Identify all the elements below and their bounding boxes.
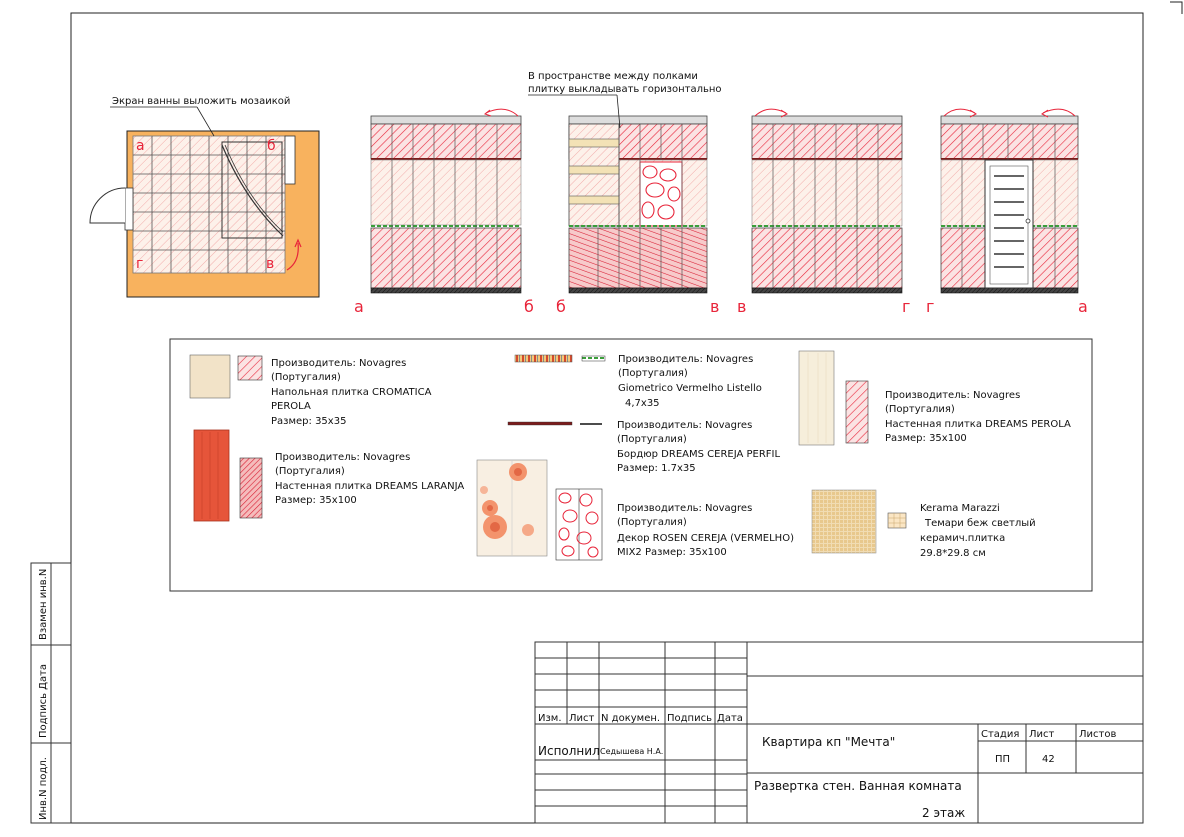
legend-listello-l2: (Португалия)	[618, 368, 688, 379]
legend-kerama-l1: Kerama Marazzi	[920, 503, 1000, 514]
stamp-podpis-data: Подпись Дата	[38, 664, 49, 738]
elev-letter-8: а	[1078, 297, 1088, 316]
elev-letter-4: в	[710, 297, 719, 316]
tb-ispolnil: Исполнил	[538, 744, 600, 758]
legend-laranja-l2: (Португалия)	[275, 466, 345, 477]
legend-laranja-l1: Производитель: Novagres	[275, 452, 410, 463]
legend-cromatica-l4: PEROLA	[271, 401, 311, 412]
swatch-listello-photo	[514, 354, 573, 363]
legend-rosen-l4: MIX2 Размер: 35x100	[617, 547, 727, 558]
plan-letter-a: а	[136, 138, 145, 154]
legend-perola-l3: Настенная плитка DREAMS PEROLA	[885, 419, 1071, 430]
floor-tile-grid	[133, 136, 285, 273]
legend-listello-l4: 4,7x35	[625, 398, 660, 409]
legend-kerama-l2: Темари беж светлый	[924, 518, 1036, 529]
swatch-cromatica-photo	[189, 354, 231, 399]
legend-perfil-l3: Бордюр DREAMS CEREJA PERFIL	[617, 449, 781, 460]
tb-list: Лист	[569, 713, 595, 724]
tb-sheet-title: Развертка стен. Ванная комната	[754, 779, 962, 793]
shelves-note-line2: плитку выкладывать горизонтально	[528, 84, 722, 95]
bath-screen-note: Экран ванны выложить мозаикой	[112, 96, 290, 107]
legend-listello-l1: Производитель: Novagres	[618, 354, 753, 365]
elevation-v-g	[751, 108, 903, 294]
tb-data: Дата	[717, 713, 743, 724]
tb-author: Седышева Н.А.	[600, 747, 663, 756]
legend-cromatica-l2: (Португалия)	[271, 372, 341, 383]
elevation-b-v	[528, 94, 708, 294]
plan-letter-g: г	[136, 256, 143, 272]
elev-letter-1: а	[354, 297, 364, 316]
elev-letter-6: г	[902, 297, 910, 316]
bathroom-plan	[89, 106, 320, 298]
legend-perola-l4: Размер: 35x100	[885, 433, 967, 444]
tb-floor: 2 этаж	[922, 806, 965, 820]
swatch-cromatica-hatch	[237, 355, 263, 381]
elev-letter-3: б	[556, 297, 566, 316]
tb-stage: ПП	[995, 754, 1010, 765]
legend-cromatica-l1: Производитель: Novagres	[271, 358, 406, 369]
stamp-inv-podl: Инв.N подл.	[38, 757, 49, 820]
legend-box	[169, 338, 1093, 592]
elev-letter-2: б	[524, 297, 534, 316]
legend-rosen-l2: (Португалия)	[617, 517, 687, 528]
legend-rosen-l3: Декор ROSEN CEREJA (VERMELHO)	[617, 533, 794, 544]
legend-kerama-l3: керамич.плитка	[920, 533, 1005, 544]
plan-letter-v: в	[266, 256, 274, 272]
tb-project: Квартира кп "Мечта"	[762, 735, 895, 749]
legend-laranja-l4: Размер: 35x100	[275, 495, 357, 506]
door	[984, 159, 1034, 289]
frame-corner-mark	[1170, 1, 1183, 14]
tb-izm: Изм.	[538, 713, 562, 724]
legend-rosen-l1: Производитель: Novagres	[617, 503, 752, 514]
swatch-kerama-icon	[887, 512, 907, 529]
swatch-rosen-pattern	[555, 488, 603, 561]
legend-cromatica-l5: Размер: 35x35	[271, 416, 346, 427]
swatch-laranja-photo	[193, 429, 230, 522]
tb-n-dokum: N докумен.	[601, 713, 660, 724]
elevation-a-b	[370, 108, 522, 294]
elevation-g-a	[940, 108, 1079, 294]
swatch-perola-hatch	[845, 380, 869, 444]
side-stamp	[30, 562, 72, 824]
legend-listello-l3: Giometrico Vermelho Listello	[618, 383, 762, 394]
plan-letter-b: б	[267, 138, 276, 154]
legend-laranja-l3: Настенная плитка DREAMS LARANJA	[275, 481, 464, 492]
legend-cromatica-l3: Напольная плитка CROMATICA	[271, 387, 432, 398]
swatch-rosen-photo	[476, 459, 548, 557]
swatch-perola-photo	[798, 350, 835, 446]
legend-perola-l1: Производитель: Novagres	[885, 390, 1020, 401]
swatch-kerama-photo	[811, 489, 877, 554]
tb-listov-label: Листов	[1079, 729, 1116, 740]
title-block	[534, 641, 1144, 824]
legend-perfil-l2: (Португалия)	[617, 434, 687, 445]
legend-perfil-l4: Размер: 1.7x35	[617, 463, 696, 474]
tb-sheet-no: 42	[1042, 754, 1055, 765]
elev-letter-7: г	[926, 297, 934, 316]
legend-kerama-l4: 29.8*29.8 см	[920, 548, 986, 559]
tb-stage-label: Стадия	[981, 729, 1019, 740]
swatch-laranja-hatch	[239, 457, 263, 519]
tb-list-label: Лист	[1029, 729, 1055, 740]
swatch-perfil-photo	[507, 421, 573, 426]
legend-perola-l2: (Португалия)	[885, 404, 955, 415]
legend-perfil-l1: Производитель: Novagres	[617, 420, 752, 431]
elev-letter-5: в	[737, 297, 746, 316]
shelves-note-line1: В пространстве между полками	[528, 71, 698, 82]
tb-podpis: Подпись	[667, 713, 712, 724]
stamp-vzamen: Взамен инв.N	[38, 569, 49, 640]
